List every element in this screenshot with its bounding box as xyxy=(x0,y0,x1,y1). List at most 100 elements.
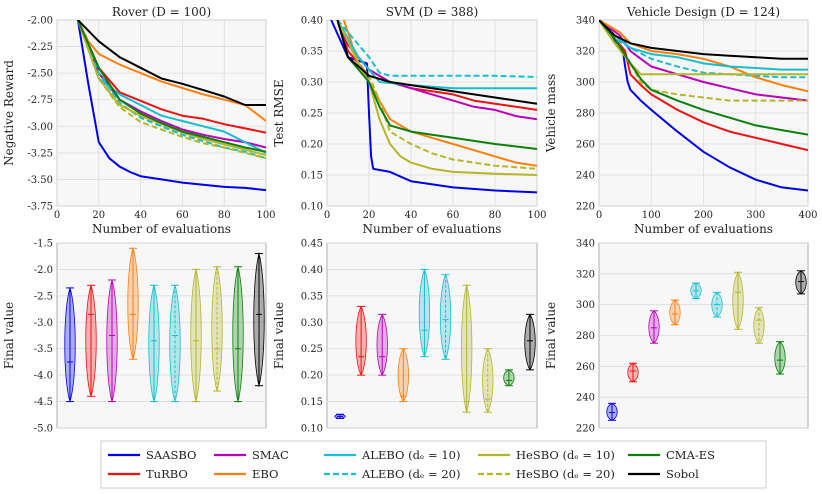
y-tick-label: 260 xyxy=(576,140,595,151)
y-tick-label: -5.0 xyxy=(34,424,53,435)
series-line-hesbo10 xyxy=(336,20,537,176)
y-tick-label: 0.40 xyxy=(301,265,323,276)
y-tick-label: -4.0 xyxy=(34,371,53,382)
series-line-sobol xyxy=(336,20,537,105)
y-tick-label: -2.00 xyxy=(27,16,53,27)
y-tick-label: 220 xyxy=(576,202,595,213)
x-tick-label: 100 xyxy=(642,210,661,221)
x-tick-label: 300 xyxy=(746,210,765,221)
y-tick-label: 300 xyxy=(576,78,595,89)
x-tick-label: 60 xyxy=(447,210,460,221)
y-tick-label: 240 xyxy=(576,171,595,182)
series-line-sobol xyxy=(599,20,808,60)
legend-label-saasbo: SAASBO xyxy=(146,448,196,462)
y-tick-label: 0.35 xyxy=(301,47,323,58)
series-line-alebo10 xyxy=(599,20,808,71)
series-line-alebo20 xyxy=(599,20,808,79)
y-tick-label: -3.00 xyxy=(27,122,53,133)
series-line-turbo xyxy=(336,20,537,111)
y-axis-label: Test RMSE xyxy=(272,79,286,146)
series-line-alebo10 xyxy=(336,20,537,90)
x-axis-label: Number of evaluations xyxy=(634,222,773,236)
y-tick-label: -2.0 xyxy=(34,265,53,276)
y-tick-label: 0.10 xyxy=(301,424,323,435)
x-tick-label: 100 xyxy=(256,210,275,221)
series-line-cmaes xyxy=(76,20,266,153)
chart-panel-2: 0.40 0.35 0.30 0.25 0.20 0.15 0.100 20 40 60 80 100… xyxy=(272,5,547,236)
y-tick-label: 0.20 xyxy=(301,371,323,382)
y-tick-label: -4.5 xyxy=(34,397,53,408)
y-tick-label: -3.75 xyxy=(27,202,53,213)
y-tick-label: 0.30 xyxy=(301,78,323,89)
y-tick-label: -1.5 xyxy=(34,239,53,250)
y-tick-label: 0.25 xyxy=(301,344,323,355)
legend-label-turbo: TuRBO xyxy=(146,467,188,481)
legend-box xyxy=(100,440,767,489)
series-line-saasbo xyxy=(330,20,537,194)
y-tick-label: 280 xyxy=(576,109,595,120)
y-tick-label: -3.50 xyxy=(27,175,53,186)
x-tick-label: 80 xyxy=(489,210,502,221)
y-tick-label: 340 xyxy=(576,239,595,250)
x-tick-label: 0 xyxy=(324,210,330,221)
chart-panel-6: 340 320 300 280 260 240 220 Final value xyxy=(544,239,809,435)
series-line-cmaes xyxy=(336,20,537,150)
legend-label-alebo10: ALEBO (dₑ = 10) xyxy=(361,448,460,462)
legend-label-hesbo10: HeSBO (dₑ = 10) xyxy=(516,448,615,462)
y-tick-label: -3.5 xyxy=(34,344,53,355)
x-tick-label: 20 xyxy=(363,210,376,221)
legend-label-alebo20: ALEBO (dₑ = 20) xyxy=(361,467,460,481)
y-axis-label: Vehicle mass xyxy=(544,74,558,154)
y-tick-label: 240 xyxy=(576,393,595,404)
y-axis-label: Final value xyxy=(2,302,16,369)
x-tick-label: 40 xyxy=(405,210,418,221)
y-tick-label: -3.0 xyxy=(34,318,53,329)
series-line-ebo xyxy=(599,20,808,93)
y-tick-label: -2.75 xyxy=(27,95,53,106)
y-axis-label: Final value xyxy=(272,302,286,369)
series-group xyxy=(599,20,808,192)
y-tick-label: 320 xyxy=(576,47,595,58)
y-tick-label: 280 xyxy=(576,331,595,342)
series-line-alebo20 xyxy=(336,20,537,78)
y-tick-label: -3.25 xyxy=(27,148,53,159)
x-tick-label: 20 xyxy=(92,210,105,221)
y-axis-label: Negative Reward xyxy=(2,60,16,166)
y-tick-label: -2.25 xyxy=(27,42,53,53)
y-tick-label: 260 xyxy=(576,362,595,373)
series-line-hesbo10 xyxy=(76,20,266,156)
y-tick-label: 0.20 xyxy=(301,140,323,151)
x-tick-label: 100 xyxy=(527,210,546,221)
series-line-hesbo20 xyxy=(76,20,266,160)
y-tick-label: -2.5 xyxy=(34,291,53,302)
y-tick-label: 220 xyxy=(576,424,595,435)
legend-label-ebo: EBO xyxy=(252,467,279,481)
y-tick-label: 320 xyxy=(576,269,595,280)
chart-panel-1: -2.00 -2.25 -2.50 -2.75 -3.00 -3.25 -3.50 -3.75… xyxy=(2,5,276,236)
chart-title: Vehicle Design (D = 124) xyxy=(626,5,780,19)
legend: SAASBO TuRBO SMAC EBO ALEBO (dₑ = 10) ALEBO (… xyxy=(100,440,767,489)
legend-label-cmaes: CMA-ES xyxy=(666,448,715,462)
y-tick-label: 0.35 xyxy=(301,291,323,302)
series-line-sobol xyxy=(77,20,266,106)
chart-panel-5: 0.45 0.40 0.35 0.30 0.25 0.20 0.15 0.10 Final va… xyxy=(272,239,538,435)
legend-label-hesbo20: HeSBO (dₑ = 20) xyxy=(516,467,615,481)
y-tick-label: 0.25 xyxy=(301,109,323,120)
y-tick-label: 0.15 xyxy=(301,397,323,408)
y-tick-label: 0.15 xyxy=(301,171,323,182)
legend-label-smac: SMAC xyxy=(252,448,289,462)
series-line-turbo xyxy=(599,20,808,152)
y-axis-label: Final value xyxy=(544,302,558,369)
y-tick-label: 0.10 xyxy=(301,202,323,213)
chart-title: SVM (D = 388) xyxy=(386,5,479,19)
chart-panel-4: -1.5 -2.0 -2.5 -3.0 -3.5 -4.0 -4.5 -5.0 Final va… xyxy=(2,239,267,435)
y-tick-label: 340 xyxy=(576,16,595,27)
x-tick-label: 60 xyxy=(176,210,189,221)
series-group xyxy=(76,20,266,192)
x-tick-label: 40 xyxy=(134,210,147,221)
x-tick-label: 400 xyxy=(798,210,817,221)
series-line-cmaes xyxy=(599,20,808,136)
x-axis-label: Number of evaluations xyxy=(92,222,231,236)
